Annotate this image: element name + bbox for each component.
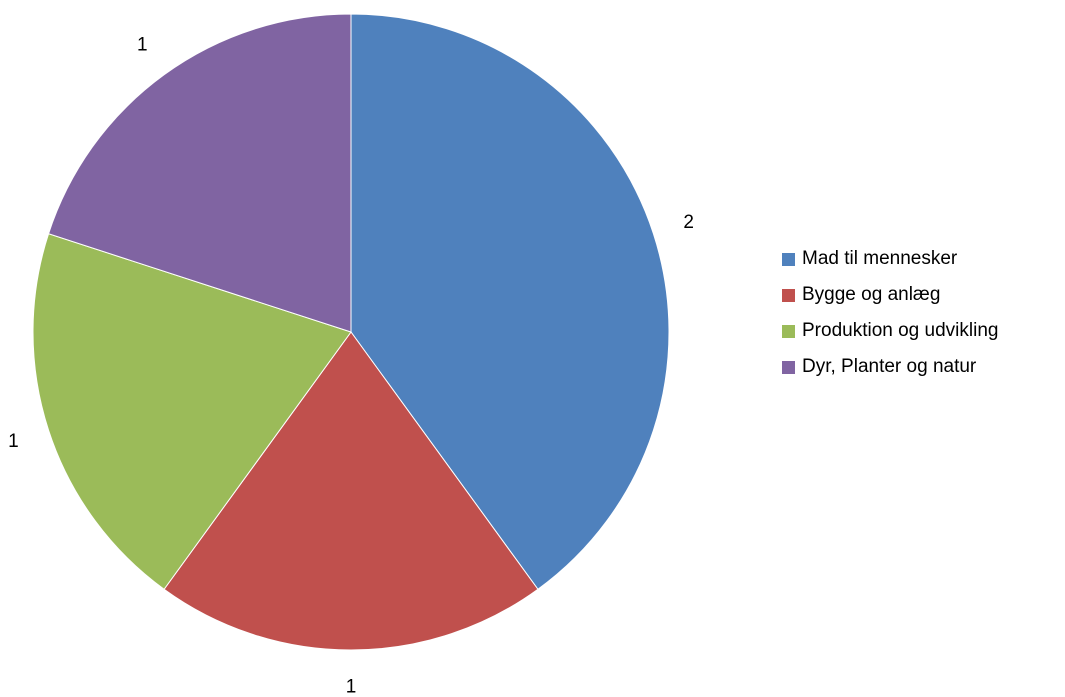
pie-slice-1	[350, 13, 670, 590]
legend-item-1: Mad til mennesker	[782, 246, 1062, 272]
legend-item-2: Bygge og anlæg	[782, 282, 1062, 308]
legend-item-4: Dyr, Planter og natur	[782, 354, 1062, 380]
pie-slice-3	[32, 233, 352, 590]
slice-data-label-1: 2	[683, 212, 694, 233]
legend-swatch	[782, 252, 795, 266]
pie-slice-4	[47, 13, 352, 333]
slice-data-label-2: 1	[346, 677, 357, 697]
legend-swatch	[782, 288, 795, 302]
legend-label: Produktion og udvikling	[802, 320, 999, 341]
slice-data-label-3: 1	[8, 431, 19, 452]
legend-label: Dyr, Planter og natur	[802, 356, 977, 377]
legend-label: Mad til mennesker	[802, 248, 958, 269]
legend-label: Bygge og anlæg	[802, 284, 941, 305]
legend-swatch	[782, 360, 795, 374]
pie-slice-2	[163, 331, 539, 651]
legend-item-3: Produktion og udvikling	[782, 318, 1062, 344]
legend-swatch	[782, 324, 795, 338]
slice-data-label-4: 1	[137, 34, 148, 55]
legend: Mad til mennesker Bygge og anlæg Produktio…	[782, 246, 1062, 390]
